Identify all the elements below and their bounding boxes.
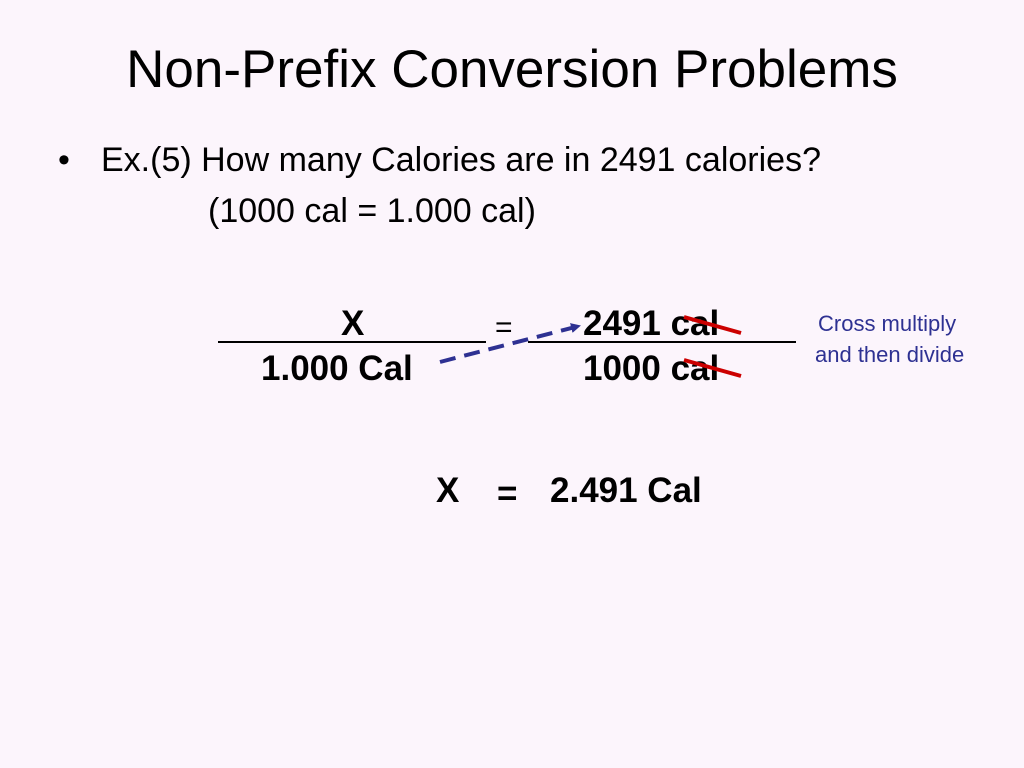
left-numerator: X <box>341 304 365 343</box>
cross-multiply-arrow <box>439 323 581 364</box>
right-denominator: 1000 cal <box>583 349 720 388</box>
result-value: 2.491 Cal <box>550 471 702 510</box>
bullet-marker: • <box>58 141 70 179</box>
note-then-divide: and then divide <box>815 342 965 367</box>
note-cross-multiply: Cross multiply <box>818 311 957 336</box>
right-numerator: 2491 cal <box>583 304 720 343</box>
slide-title: Non-Prefix Conversion Problems <box>126 40 898 99</box>
bullet-conversion-factor: (1000 cal = 1.000 cal) <box>208 192 536 230</box>
right-fraction-bar <box>528 341 796 343</box>
bullet-question: Ex.(5) How many Calories are in 2491 cal… <box>101 141 821 179</box>
left-denominator: 1.000 Cal <box>261 349 413 388</box>
result-equals: = <box>497 474 518 513</box>
numerator-cal-strike <box>683 315 742 335</box>
left-fraction-bar <box>218 341 486 343</box>
result-variable: X <box>436 471 460 510</box>
denominator-cal-strike <box>683 358 742 378</box>
equation-equals: = <box>495 311 513 344</box>
